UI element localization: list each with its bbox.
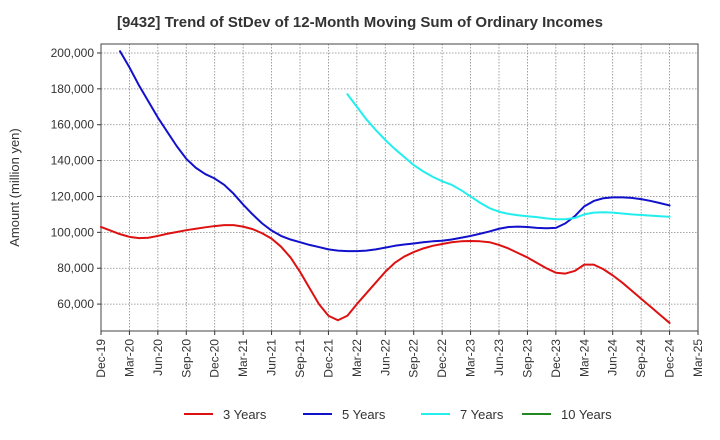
- x-tick-label: Dec-24: [663, 339, 677, 378]
- x-tick-label: Jun-23: [492, 339, 506, 376]
- x-tick-label: Mar-22: [350, 339, 364, 377]
- x-tick-label: Mar-25: [691, 339, 705, 377]
- x-tick-label: Sep-23: [520, 339, 534, 378]
- x-tick-label: Sep-24: [634, 339, 648, 378]
- x-tick-label: Jun-20: [151, 339, 165, 376]
- series-line-7-years: [346, 93, 671, 221]
- x-tick-label: Mar-21: [236, 339, 250, 377]
- x-tick-label: Dec-19: [94, 339, 108, 378]
- legend-label: 3 Years: [223, 407, 267, 422]
- y-tick-label: 180,000: [51, 82, 95, 96]
- x-tick-label: Mar-20: [122, 339, 136, 377]
- x-tick-label: Jun-21: [265, 339, 279, 376]
- axes: 60,000 80,000 100,000 120,000 140,000 160,000…: [7, 43, 705, 378]
- legend-label: 10 Years: [561, 407, 612, 422]
- series-line-3-years: [100, 224, 671, 324]
- y-tick-label: 80,000: [57, 261, 94, 275]
- series-line-5-years: [118, 50, 671, 253]
- y-tick-label: 160,000: [51, 118, 95, 132]
- x-tick-label: Mar-24: [577, 339, 591, 377]
- y-axis-label: Amount (million yen): [7, 128, 22, 247]
- y-tick-label: 120,000: [51, 189, 95, 203]
- legend-label: 7 Years: [460, 407, 504, 422]
- y-tick-label: 200,000: [51, 46, 95, 60]
- x-tick-label: Dec-22: [435, 339, 449, 378]
- legend-label: 5 Years: [342, 407, 386, 422]
- x-tick-label: Jun-24: [606, 339, 620, 376]
- x-tick-label: Dec-21: [321, 339, 335, 378]
- y-tick-label: 100,000: [51, 225, 95, 239]
- legend: 3 Years 5 Years 7 Years 10 Years: [184, 407, 612, 422]
- series-lines: [100, 50, 671, 324]
- chart-title: [9432] Trend of StDev of 12-Month Moving…: [117, 14, 603, 31]
- y-tick-label: 140,000: [51, 154, 95, 168]
- gridlines: [101, 44, 698, 331]
- x-tick-label: Jun-22: [378, 339, 392, 376]
- x-tick-label: Sep-22: [407, 339, 421, 378]
- x-tick-label: Sep-20: [179, 339, 193, 378]
- y-tick-label: 60,000: [57, 297, 94, 311]
- x-tick-label: Dec-20: [208, 339, 222, 378]
- x-tick-label: Sep-21: [293, 339, 307, 378]
- x-tick-label: Mar-23: [464, 339, 478, 377]
- plot-border: [100, 43, 699, 332]
- x-tick-label: Dec-23: [549, 339, 563, 378]
- plot-area: [101, 44, 698, 331]
